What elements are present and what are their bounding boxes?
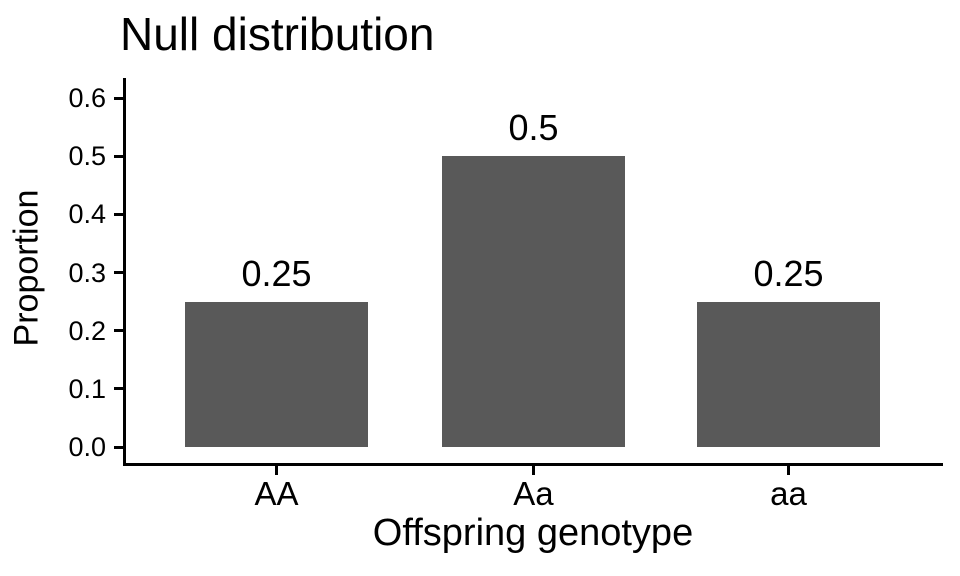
y-tick bbox=[114, 96, 123, 100]
y-tick bbox=[114, 271, 123, 274]
bar bbox=[441, 156, 625, 447]
y-tick-label: 0.6 bbox=[68, 83, 106, 113]
bar-value-label: 0.25 bbox=[241, 252, 312, 294]
y-tick-label: 0.1 bbox=[68, 373, 106, 404]
y-tick bbox=[114, 329, 123, 333]
x-axis-title: Offspring genotype bbox=[372, 512, 694, 554]
x-tick bbox=[531, 466, 535, 475]
bar-value-label: 0.5 bbox=[508, 107, 559, 149]
y-tick bbox=[114, 445, 123, 449]
x-tick bbox=[275, 466, 278, 475]
y-tick bbox=[114, 387, 123, 391]
y-tick bbox=[114, 212, 123, 216]
y-tick-label: 0.2 bbox=[68, 315, 106, 346]
y-tick-label: 0.3 bbox=[68, 257, 106, 288]
bar-value-label: 0.25 bbox=[753, 252, 824, 294]
x-tick-label: aa bbox=[770, 475, 807, 512]
y-tick-label: 0.4 bbox=[68, 199, 106, 230]
x-tick-label: Aa bbox=[513, 475, 554, 512]
x-tick bbox=[787, 466, 790, 475]
bar bbox=[185, 301, 368, 447]
x-tick-label: AA bbox=[254, 475, 299, 512]
y-tick-label: 0.5 bbox=[68, 141, 106, 172]
y-tick bbox=[114, 154, 123, 158]
bar bbox=[697, 301, 880, 447]
plot-panel bbox=[123, 78, 943, 466]
y-tick-label: 0.0 bbox=[68, 432, 106, 462]
chart-title: Null distribution bbox=[120, 8, 435, 60]
